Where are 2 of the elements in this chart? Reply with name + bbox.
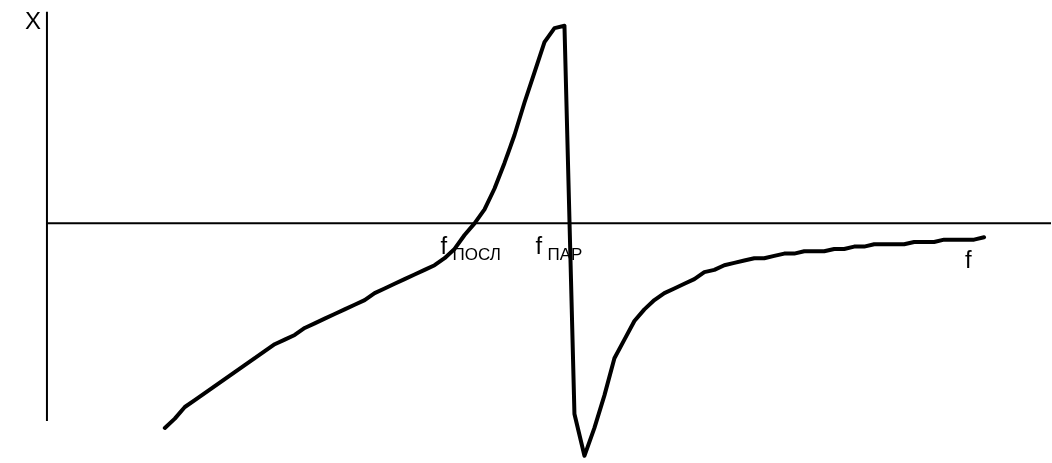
- y-axis-title: X: [24, 7, 41, 35]
- x-axis-title: f: [965, 246, 973, 274]
